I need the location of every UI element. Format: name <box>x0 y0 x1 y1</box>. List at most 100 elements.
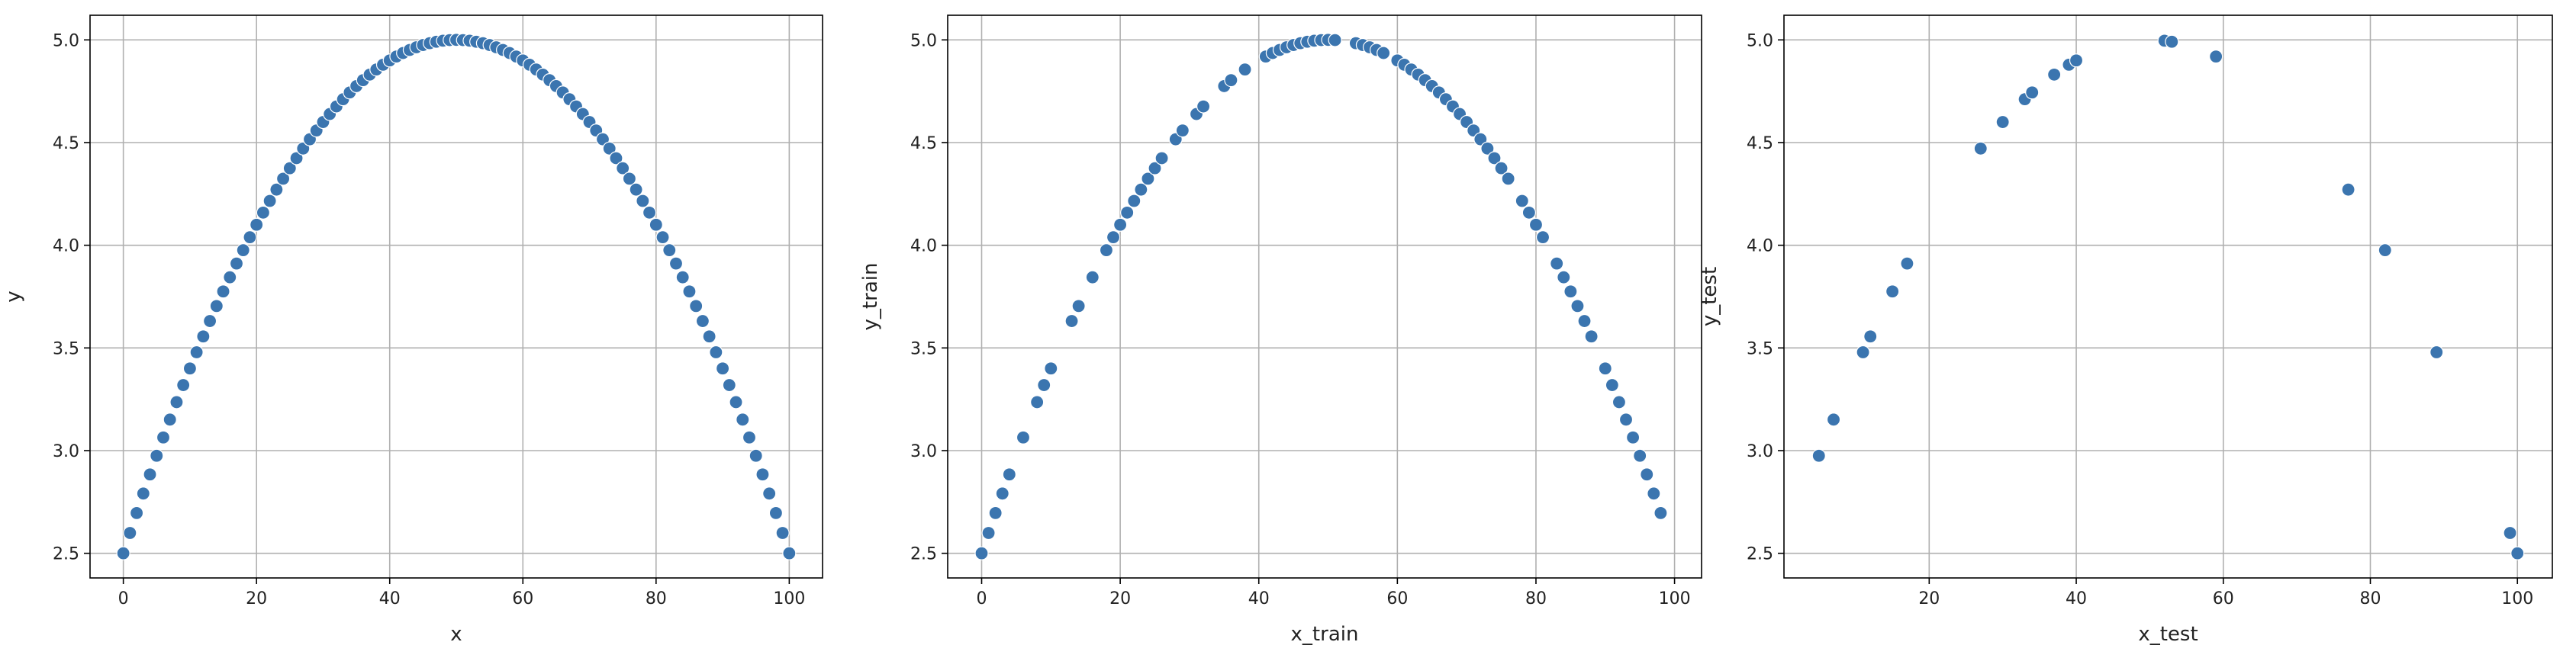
scatter-point <box>1085 270 1100 284</box>
scatter-point <box>749 448 763 463</box>
x-tick-label: 0 <box>118 589 129 608</box>
scatter-point <box>1044 361 1058 376</box>
scatter-point <box>2341 182 2355 197</box>
scatter-point <box>1480 141 1495 156</box>
scatter-point <box>1885 284 1900 299</box>
x-tick-label: 60 <box>1386 589 1408 608</box>
scatter-point <box>715 361 730 376</box>
scatter-point <box>755 467 770 482</box>
scatter-point <box>616 161 630 175</box>
scatter-point <box>981 525 996 541</box>
scatter-point <box>675 270 690 284</box>
scatter-point <box>1653 506 1668 520</box>
scatter-point <box>1612 395 1627 409</box>
scatter-point <box>1154 151 1169 165</box>
scatter-point <box>636 194 650 208</box>
scatter-point <box>1473 132 1488 146</box>
scatter-point <box>150 448 164 463</box>
grid <box>90 15 823 578</box>
scatter-point <box>123 525 137 541</box>
x-axis-label: x_test <box>2138 623 2198 646</box>
scatter-point <box>1900 256 1914 271</box>
scatter-point <box>2503 525 2517 541</box>
scatter-point <box>1563 284 1578 299</box>
scatter-point <box>216 284 230 299</box>
scatter-point <box>2510 546 2525 560</box>
scatter-point <box>1528 217 1544 232</box>
x-tick-label: 100 <box>773 589 805 608</box>
scatter-point <box>662 243 677 258</box>
scatter-point <box>143 467 157 482</box>
scatter-point <box>1557 270 1571 284</box>
scatter-point <box>2165 34 2179 49</box>
scatter-point <box>995 486 1009 501</box>
scatter-point <box>182 361 198 376</box>
scatter-point <box>189 345 204 360</box>
grid <box>1784 15 2552 578</box>
scatter-point <box>668 256 684 271</box>
scatter-point <box>169 395 184 409</box>
scatter-point <box>602 141 617 156</box>
scatter-point <box>782 546 797 560</box>
x-tick-label: 60 <box>512 589 533 608</box>
scatter-point <box>1064 313 1079 329</box>
scatter-point <box>1134 182 1148 197</box>
scatter-point <box>275 172 291 186</box>
scatter-point <box>1030 395 1045 409</box>
scatter-point <box>1577 313 1592 329</box>
scatter-panel-test: 20 40 60 80 100 2.5 3.0 3.5 4.0 4.5 5.0 x_test y_tes… <box>1699 14 2553 646</box>
scatter-point <box>1494 161 1509 175</box>
scatter-point <box>762 486 777 501</box>
scatter-point <box>223 270 237 284</box>
x-tick-label: 0 <box>976 589 987 608</box>
scatter-point <box>629 182 643 197</box>
scatter-point <box>176 377 191 393</box>
x-tick-label: 40 <box>379 589 401 608</box>
scatter-point <box>709 345 723 360</box>
y-tick-label: 5.0 <box>53 31 79 50</box>
scatter-point <box>250 217 264 232</box>
y-tick-label: 4.0 <box>1747 237 1773 256</box>
scatter-point <box>1377 46 1391 60</box>
scatter-point <box>1973 141 1988 156</box>
scatter-point <box>682 284 697 299</box>
x-tick-label: 20 <box>1918 589 1940 608</box>
scatter-point <box>209 299 224 313</box>
scatter-point <box>1633 448 1647 463</box>
x-axis-label: x_train <box>1291 623 1359 646</box>
scatter-point <box>649 217 663 232</box>
y-tick-label: 3.0 <box>1747 442 1773 461</box>
scatter-point <box>262 194 277 208</box>
x-tick-label: 100 <box>2501 589 2533 608</box>
scatter-point <box>1995 114 2010 130</box>
scatter-point <box>269 182 284 197</box>
scatter-point <box>1106 230 1121 245</box>
scatter-point <box>974 546 989 560</box>
scatter-point <box>1099 243 1114 258</box>
scatter-point <box>695 313 710 329</box>
scatter-point <box>988 506 1003 520</box>
x-axis-label: x <box>450 623 462 646</box>
scatter-point <box>775 525 790 541</box>
scatter-point <box>1863 329 1878 344</box>
y-tick-label: 4.5 <box>910 134 937 153</box>
y-tick-label: 3.0 <box>53 442 79 461</box>
scatter-point <box>163 412 177 427</box>
y-axis-label: y <box>2 290 25 302</box>
scatter-point <box>1811 448 1826 463</box>
scatter-point <box>655 230 670 245</box>
scatter-point <box>1113 217 1128 232</box>
scatter-panel-train: 0 20 40 60 80 100 2.5 3.0 3.5 4.0 4.5 5.0 x_train y_t… <box>859 14 1702 646</box>
scatter-point <box>1487 151 1502 165</box>
scatter-point <box>768 506 784 520</box>
scatter-point <box>1175 124 1190 138</box>
scatter-point <box>116 546 130 560</box>
y-tick-label: 3.5 <box>1747 339 1773 358</box>
y-tick-label: 3.5 <box>53 339 79 358</box>
x-tick-label: 60 <box>2213 589 2234 608</box>
scatter-point <box>1120 205 1135 220</box>
scatter-point <box>1238 63 1252 77</box>
scatter-point <box>202 313 217 329</box>
scatter-point <box>243 230 257 245</box>
